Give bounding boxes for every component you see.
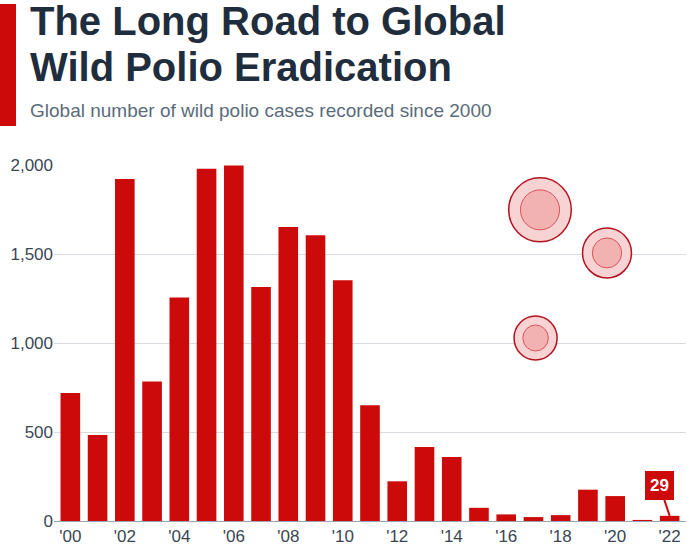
svg-text:2,000: 2,000 — [10, 156, 53, 175]
svg-text:'00: '00 — [59, 527, 81, 546]
svg-text:'08: '08 — [277, 527, 299, 546]
svg-text:'02: '02 — [114, 527, 136, 546]
svg-text:'22: '22 — [659, 527, 681, 546]
svg-text:'20: '20 — [604, 527, 626, 546]
svg-text:'06: '06 — [223, 527, 245, 546]
svg-text:'10: '10 — [332, 527, 354, 546]
svg-text:0: 0 — [44, 512, 53, 531]
svg-text:'14: '14 — [441, 527, 463, 546]
svg-text:'12: '12 — [386, 527, 408, 546]
svg-text:'04: '04 — [168, 527, 190, 546]
svg-text:1,000: 1,000 — [10, 334, 53, 353]
html-text:The Long Road to Global Wild P: The Long Road to Global Wild Polio Eradi… — [30, 0, 506, 89]
svg-text:'16: '16 — [495, 527, 517, 546]
svg-text:'18: '18 — [550, 527, 572, 546]
svg-text:1,500: 1,500 — [10, 245, 53, 264]
svg-text:500: 500 — [25, 423, 53, 442]
html-text:Global number of wild polio ca: Global number of wild polio cases record… — [30, 100, 492, 121]
svg-text:29: 29 — [650, 476, 669, 495]
